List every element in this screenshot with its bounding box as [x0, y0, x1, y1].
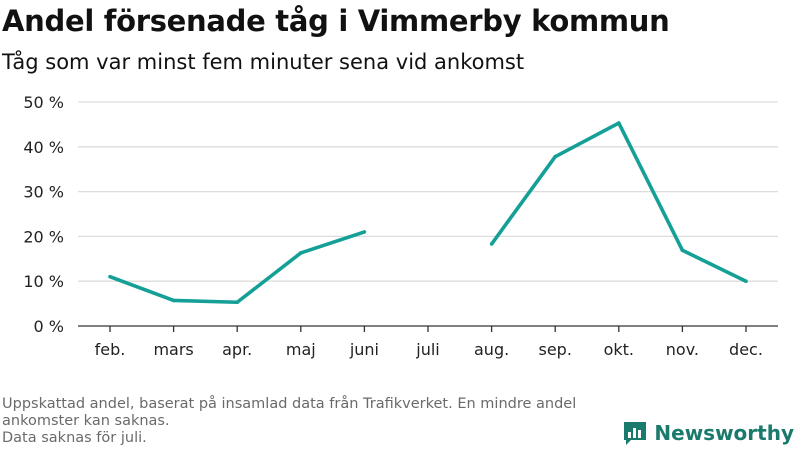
x-tick-label: juli [415, 340, 439, 359]
y-tick-label: 40 % [23, 138, 64, 157]
chart-title: Andel försenade tåg i Vimmerby kommun [2, 4, 670, 38]
x-tick-label: mars [153, 340, 193, 359]
x-tick-label: juni [349, 340, 379, 359]
brand-logo: Newsworthy [622, 420, 794, 446]
footnote-missing-data: Data saknas för juli. [2, 430, 147, 446]
series-line-segment [109, 230, 365, 305]
x-tick-label: aug. [474, 340, 509, 359]
x-tick-label: maj [286, 340, 316, 359]
x-tick-label: okt. [604, 340, 634, 359]
y-tick-label: 10 % [23, 272, 64, 291]
x-tick-label: dec. [729, 340, 763, 359]
y-axis-tick-labels: 0 % 10 % 20 % 30 % 40 % 50 % [23, 93, 64, 336]
y-tick-label: 50 % [23, 93, 64, 112]
brand-name: Newsworthy [654, 421, 794, 445]
x-axis: feb. mars apr. maj juni juli aug. sep. okt. nov. d… [78, 325, 778, 359]
y-tick-label: 30 % [23, 183, 64, 202]
y-tick-label: 0 % [34, 317, 64, 336]
series-line-segment [490, 121, 747, 283]
x-tick-label: nov. [666, 340, 699, 359]
x-tick-label: feb. [95, 340, 126, 359]
x-tick-label: sep. [538, 340, 571, 359]
x-tick-label: apr. [222, 340, 252, 359]
newsworthy-logo-icon [624, 422, 647, 445]
grid-lines [78, 101, 778, 282]
footnote-source: Uppskattad andel, baserat på insamlad da… [2, 396, 577, 429]
chart-footnote: Uppskattad andel, baserat på insamlad da… [2, 396, 642, 447]
chart-subtitle: Tåg som var minst fem minuter sena vid a… [2, 50, 525, 74]
y-tick-label: 20 % [23, 227, 64, 246]
data-series [108, 121, 748, 305]
